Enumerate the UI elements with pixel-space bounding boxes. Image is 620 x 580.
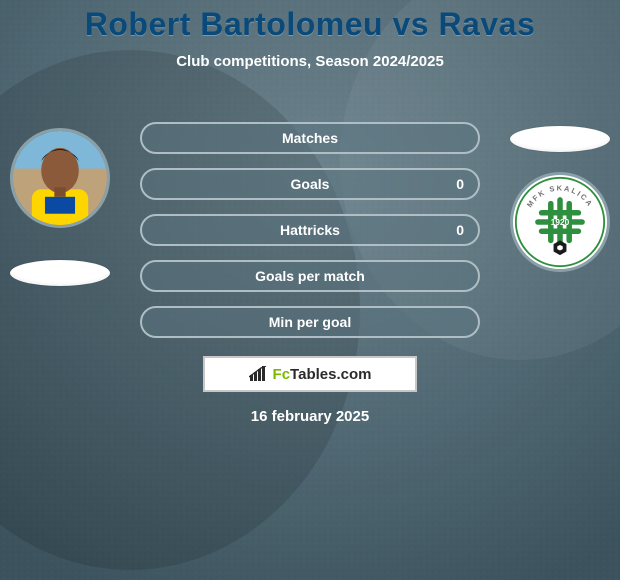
brand-prefix: Fc	[273, 366, 291, 383]
stat-label: Hattricks	[280, 222, 340, 238]
chart-icon	[249, 366, 269, 382]
date-text: 16 february 2025	[0, 408, 620, 425]
stat-row-goals: Goals 0	[140, 168, 480, 200]
player-right-flag-oval	[510, 126, 610, 152]
stat-row-min-per-goal: Min per goal	[140, 306, 480, 338]
stat-row-matches: Matches	[140, 122, 480, 154]
stat-label: Goals per match	[255, 268, 365, 284]
stat-label: Min per goal	[269, 314, 351, 330]
player-right-crest-svg: MFK SKALICA 1920	[514, 176, 606, 268]
stat-right-value: 0	[456, 176, 464, 192]
crest-year: 1920	[551, 218, 570, 227]
brand-suffix: Tables.com	[290, 366, 371, 383]
player-left-avatar-svg	[13, 131, 107, 225]
stat-label: Goals	[291, 176, 330, 192]
stats-container: Matches Goals 0 Hattricks 0 Goals per ma…	[140, 122, 480, 352]
stat-label: Matches	[282, 130, 338, 146]
player-left-flag-oval	[10, 260, 110, 286]
brand-text: FcTables.com	[273, 366, 372, 383]
stat-right-value: 0	[456, 222, 464, 238]
player-right-crest: MFK SKALICA 1920	[510, 172, 610, 272]
player-left-avatar	[10, 128, 110, 228]
stat-row-goals-per-match: Goals per match	[140, 260, 480, 292]
brand-badge[interactable]: FcTables.com	[203, 356, 417, 392]
stat-row-hattricks: Hattricks 0	[140, 214, 480, 246]
subtitle: Club competitions, Season 2024/2025	[0, 53, 620, 70]
page-title: Robert Bartolomeu vs Ravas	[0, 0, 620, 43]
